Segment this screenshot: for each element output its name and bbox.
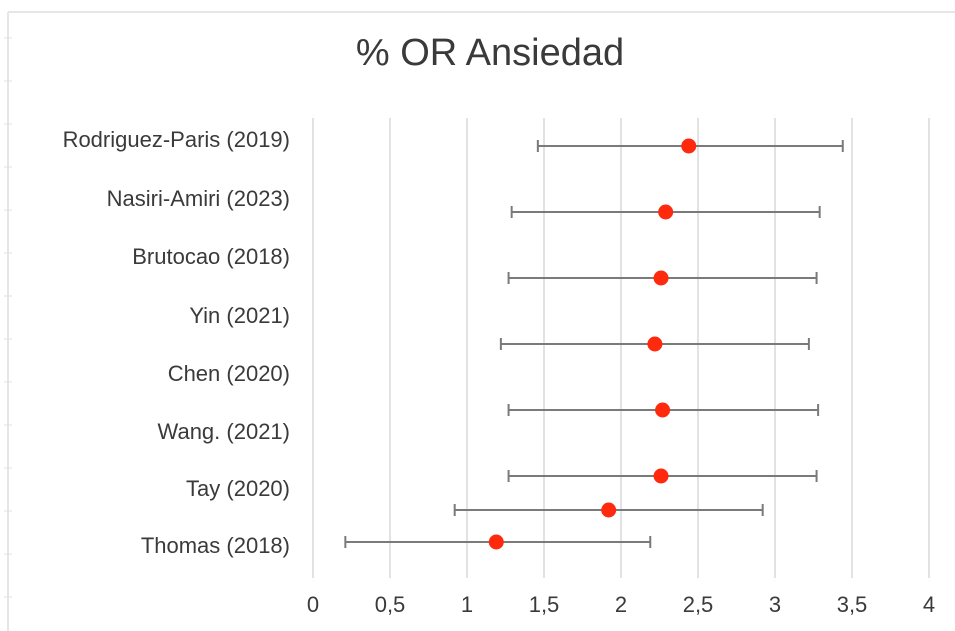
point-estimate: [653, 468, 669, 484]
point-estimate: [647, 336, 663, 352]
point-estimate: [488, 534, 504, 550]
x-tick-label: 3: [769, 592, 781, 617]
x-tick-label: 2: [615, 592, 627, 617]
x-tick-label: 0,5: [375, 592, 406, 617]
x-tick-label: 1: [461, 592, 473, 617]
point-estimate: [655, 402, 671, 418]
point-estimate: [653, 270, 669, 286]
row-label-rodriguez-paris: Rodriguez-Paris (2019): [62, 127, 290, 152]
point-estimate: [601, 502, 617, 518]
row-label-yin: Yin (2021): [189, 303, 290, 328]
row-label-thomas: Thomas (2018): [140, 533, 290, 558]
x-tick-label: 0: [307, 592, 319, 617]
x-tick-label: 1,5: [529, 592, 560, 617]
x-tick-label: 2,5: [683, 592, 714, 617]
row-label-chen: Chen (2020): [167, 361, 290, 386]
row-label-nasiri-amiri: Nasiri-Amiri (2023): [106, 186, 290, 211]
x-tick-label: 3,5: [837, 592, 868, 617]
row-label-tay: Tay (2020): [186, 476, 290, 501]
row-label-wang: Wang. (2021): [157, 419, 290, 444]
point-estimate: [658, 204, 674, 220]
chart-title: % OR Ansiedad: [355, 32, 625, 74]
point-estimate: [681, 138, 697, 154]
row-label-brutocao: Brutocao (2018): [132, 244, 290, 269]
x-tick-label: 4: [923, 592, 935, 617]
